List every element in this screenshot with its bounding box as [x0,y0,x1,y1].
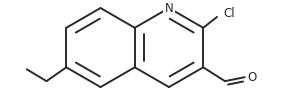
Text: N: N [165,2,173,15]
Text: Cl: Cl [223,7,235,20]
Text: O: O [248,71,257,84]
